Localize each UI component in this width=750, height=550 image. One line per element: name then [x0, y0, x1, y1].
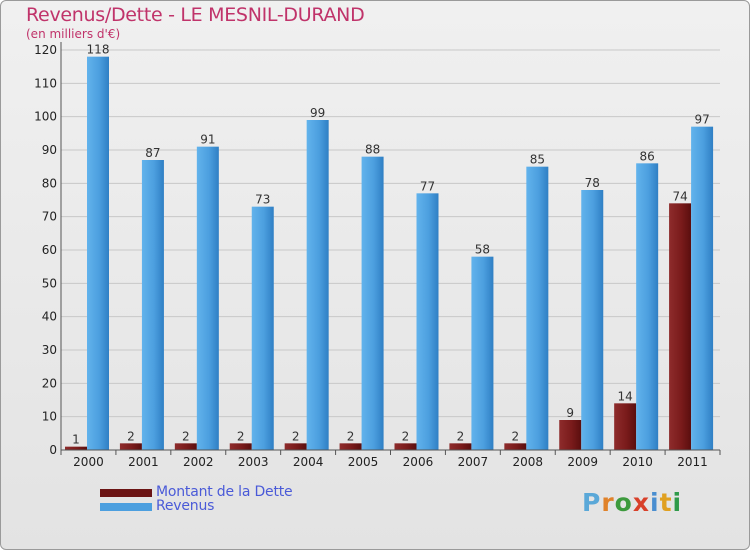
x-tick-label: 2010	[622, 455, 653, 469]
chart-title: Revenus/Dette - LE MESNIL-DURAND	[26, 4, 365, 26]
x-tick-label: 2000	[73, 455, 104, 469]
x-tick-label: 2002	[183, 455, 214, 469]
y-tick-label: 20	[42, 376, 57, 390]
y-tick-label: 30	[42, 343, 57, 357]
bar-revenus	[526, 166, 549, 450]
logo-letter: o	[614, 488, 633, 517]
value-label-dette: 2	[347, 429, 355, 443]
x-tick-label: 2011	[677, 455, 708, 469]
y-tick-label: 0	[49, 443, 57, 457]
legend-swatch-revenus	[100, 503, 152, 511]
bars	[65, 56, 714, 451]
x-tick-label: 2004	[293, 455, 324, 469]
bar-revenus	[196, 146, 219, 450]
x-tick-label: 2006	[403, 455, 434, 469]
grid-lines	[61, 49, 720, 451]
bar-dette	[65, 446, 87, 450]
x-tick-label: 2007	[458, 455, 489, 469]
y-tick-label: 110	[34, 76, 57, 90]
x-tick-label: 2001	[128, 455, 159, 469]
legend-label-dette: Montant de la Dette	[156, 484, 293, 500]
value-label-revenus: 88	[365, 143, 380, 157]
y-tick-label: 50	[42, 276, 57, 290]
chart-subtitle: (en milliers d'€)	[26, 27, 121, 41]
x-tick-label: 2008	[513, 455, 544, 469]
value-label-revenus: 86	[640, 149, 655, 163]
bar-revenus	[581, 190, 604, 450]
value-label-dette: 2	[512, 429, 520, 443]
bar-dette	[669, 203, 692, 450]
y-tick-label: 70	[42, 210, 57, 224]
x-tick-label: 2009	[567, 455, 598, 469]
value-label-dette: 74	[672, 189, 687, 203]
y-tick-label: 80	[42, 176, 57, 190]
value-label-revenus: 85	[530, 153, 545, 167]
logo-letter: i	[650, 488, 660, 517]
x-tick-label: 2003	[238, 455, 269, 469]
bar-revenus	[416, 193, 439, 451]
value-label-dette: 1	[72, 433, 80, 447]
value-label-dette: 14	[618, 389, 633, 403]
bar-dette	[229, 443, 252, 450]
bar-dette	[449, 443, 472, 450]
bar-dette	[339, 443, 362, 450]
y-tick-label: 60	[42, 243, 57, 257]
bar-dette	[614, 403, 637, 450]
value-label-dette: 2	[402, 429, 410, 443]
value-label-dette: 2	[292, 429, 300, 443]
value-label-dette: 2	[457, 429, 465, 443]
value-label-revenus: 77	[420, 179, 435, 193]
value-label-dette: 2	[182, 429, 190, 443]
legend-label-revenus: Revenus	[156, 498, 215, 514]
bar-revenus	[636, 163, 659, 451]
value-label-revenus: 118	[87, 43, 110, 57]
logo-letter: P	[582, 488, 602, 517]
bar-revenus	[87, 56, 109, 451]
value-label-dette: 2	[237, 429, 245, 443]
value-label-dette: 2	[127, 429, 135, 443]
bar-dette	[394, 443, 417, 450]
proxiti-logo: Proxiti	[582, 488, 682, 517]
bar-dette	[284, 443, 307, 450]
value-labels: 1 118 2 87 2 91 2 73 2 99 2 88 2 77 2 58 2 85 9 78 14 86 74 97	[72, 43, 710, 447]
x-axis: 2000 2001 2002 2003 2004 2005 2006 2007 2008 2009…	[60, 449, 721, 469]
y-axis: 0 10 20 30 40 50 60 70 80 90 100 110 120	[34, 42, 62, 457]
value-label-revenus: 97	[694, 113, 709, 127]
logo-letter: i	[672, 488, 683, 517]
bar-revenus	[141, 160, 164, 450]
y-tick-label: 100	[34, 110, 57, 124]
bar-revenus	[361, 156, 384, 450]
value-label-revenus: 99	[310, 106, 325, 120]
bar-dette	[174, 443, 197, 450]
bar-dette	[559, 420, 582, 450]
value-label-revenus: 91	[200, 133, 215, 147]
value-label-dette: 9	[566, 406, 574, 420]
logo-letter: r	[601, 488, 615, 517]
bar-revenus	[691, 126, 714, 451]
value-label-revenus: 78	[585, 176, 600, 190]
y-tick-label: 90	[42, 143, 57, 157]
legend-swatch-dette	[100, 489, 152, 497]
logo-letter: t	[659, 488, 673, 517]
value-label-revenus: 87	[145, 146, 160, 160]
y-tick-label: 10	[42, 410, 57, 424]
x-tick-label: 2005	[348, 455, 379, 469]
value-label-revenus: 58	[475, 243, 490, 257]
bar-dette	[504, 443, 527, 450]
bar-revenus	[306, 120, 329, 450]
y-tick-label: 40	[42, 310, 57, 324]
logo-letter: x	[632, 488, 650, 517]
y-tick-label: 120	[34, 43, 57, 57]
value-label-revenus: 73	[255, 193, 270, 207]
bar-dette	[119, 443, 142, 450]
bar-revenus	[251, 206, 274, 450]
bar-revenus	[471, 256, 494, 450]
